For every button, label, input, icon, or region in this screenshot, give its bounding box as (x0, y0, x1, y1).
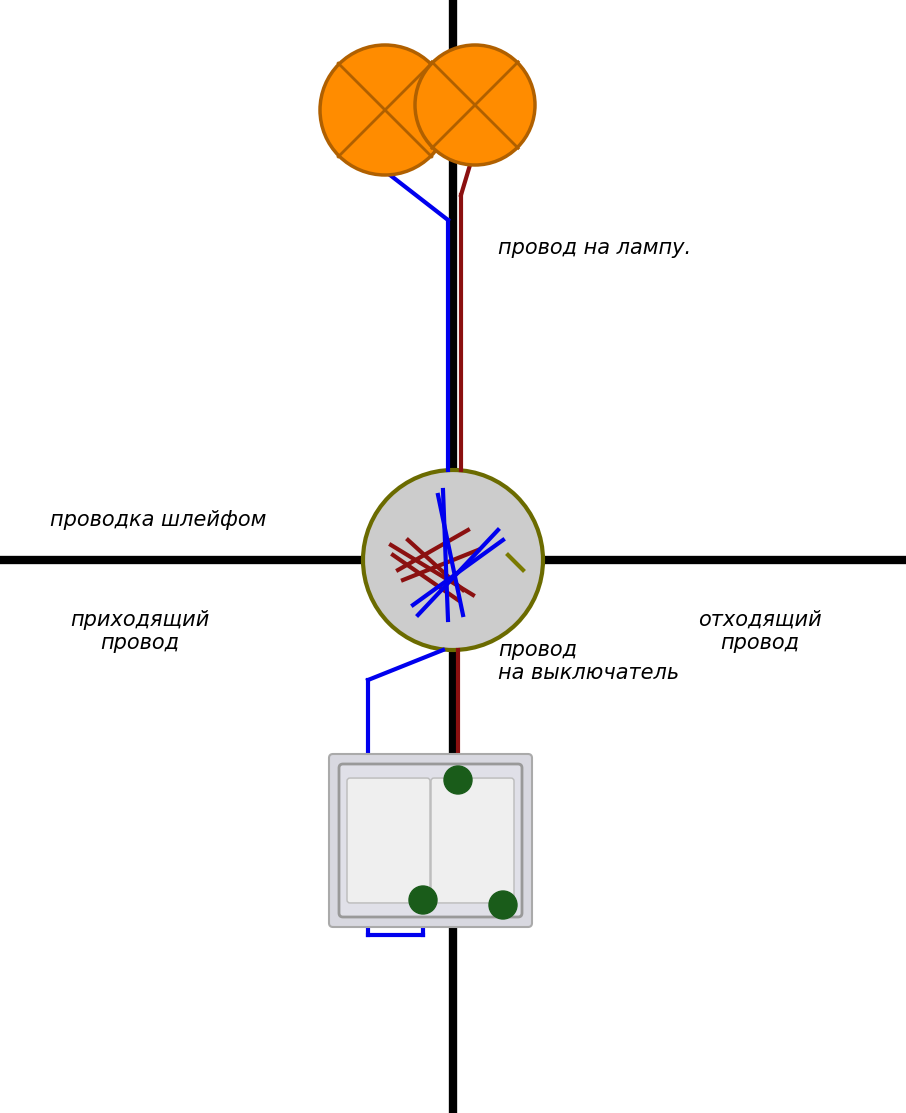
FancyBboxPatch shape (339, 764, 522, 917)
Text: отходящий
провод: отходящий провод (699, 610, 822, 653)
Text: приходящий
провод: приходящий провод (71, 610, 209, 653)
FancyBboxPatch shape (347, 778, 430, 903)
Circle shape (489, 892, 517, 919)
Circle shape (320, 45, 450, 175)
FancyBboxPatch shape (431, 778, 514, 903)
Text: провод
на выключатель: провод на выключатель (498, 640, 680, 683)
Circle shape (409, 886, 437, 914)
Circle shape (444, 766, 472, 794)
FancyBboxPatch shape (329, 754, 532, 927)
Text: проводка шлейфом: проводка шлейфом (50, 510, 266, 530)
Circle shape (415, 45, 535, 165)
Text: провод на лампу.: провод на лампу. (498, 238, 691, 258)
Circle shape (363, 470, 543, 650)
